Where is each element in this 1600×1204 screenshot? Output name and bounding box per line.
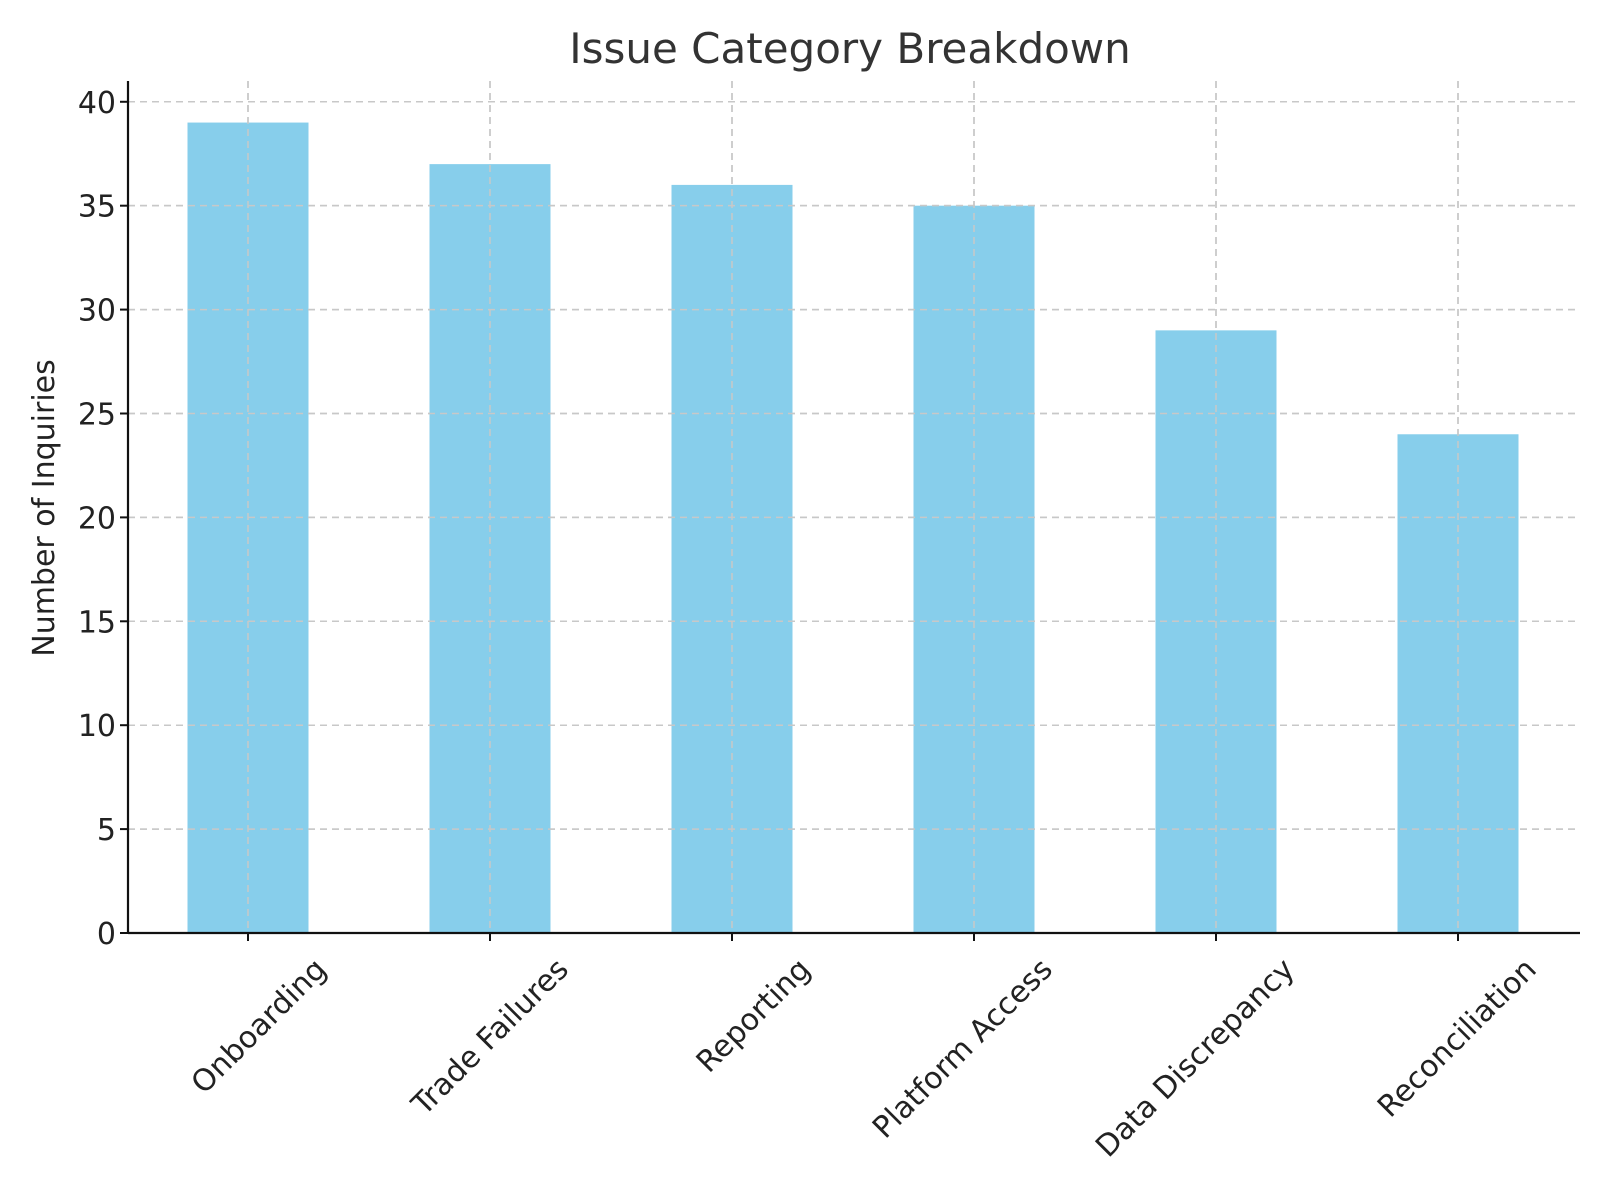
grid-lines <box>128 81 1580 934</box>
y-tick-label: 30 <box>78 294 116 329</box>
x-tick-label: Onboarding <box>185 952 334 1101</box>
x-axis-ticks: Onboarding Trade Failures Reporting Platfor… <box>185 933 1544 1164</box>
bars <box>128 81 1580 934</box>
x-tick-label: Trade Failures <box>405 952 576 1123</box>
x-tick-label: Platform Access <box>866 952 1060 1146</box>
y-tick-label: 5 <box>97 813 116 848</box>
x-tick-label: Data Discrepancy <box>1089 952 1302 1165</box>
y-tick-label: 20 <box>78 501 116 536</box>
x-tick-label: Reporting <box>690 952 818 1080</box>
y-tick-label: 40 <box>78 86 116 121</box>
y-tick-label: 35 <box>78 190 116 225</box>
y-tick-label: 25 <box>78 397 116 432</box>
y-tick-label: 15 <box>78 605 116 640</box>
y-tick-label: 10 <box>78 709 116 744</box>
y-tick-label: 0 <box>97 917 116 952</box>
axes <box>126 81 1580 935</box>
chart-title: Issue Category Breakdown <box>569 24 1131 73</box>
x-tick-label: Reconciliation <box>1371 952 1544 1125</box>
y-axis-ticks: 0 5 10 15 20 25 30 35 40 <box>78 86 128 952</box>
y-axis-label: Number of Inquiries <box>27 359 62 657</box>
